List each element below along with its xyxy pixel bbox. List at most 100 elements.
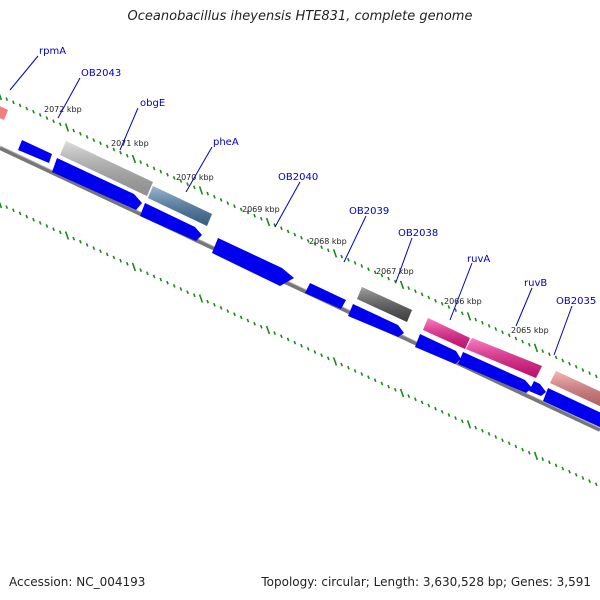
major-tick — [131, 262, 137, 272]
gene-inner-5[interactable] — [458, 352, 532, 393]
gene-OB2040[interactable] — [212, 238, 294, 286]
minor-tick — [226, 201, 230, 205]
gene-label-OB2043[interactable]: OB2043 — [81, 68, 121, 79]
gene-label-ruvB[interactable]: ruvB — [524, 278, 547, 289]
major-tick — [198, 294, 204, 303]
minor-tick — [527, 342, 531, 347]
gene-inner-2[interactable] — [140, 203, 202, 241]
minor-tick — [568, 469, 571, 474]
gene-label-OB2035[interactable]: OB2035 — [556, 296, 596, 307]
minor-tick — [146, 271, 149, 276]
gene-label-OB2040[interactable]: OB2040 — [278, 172, 318, 183]
minor-tick — [414, 397, 417, 402]
minor-tick — [219, 198, 223, 202]
minor-tick — [548, 352, 551, 357]
gene-inner-1[interactable] — [52, 158, 142, 210]
minor-tick — [594, 482, 598, 487]
minor-tick — [12, 208, 15, 213]
minor-tick — [360, 264, 364, 268]
gene-label-obgE[interactable]: obgE — [140, 98, 165, 109]
minor-tick — [541, 349, 545, 353]
minor-tick — [72, 128, 76, 133]
gene-inner-4[interactable] — [415, 334, 461, 364]
minor-tick — [447, 413, 451, 417]
minor-tick — [380, 381, 384, 386]
minor-tick — [340, 254, 344, 259]
gene-inner-6[interactable] — [529, 381, 546, 396]
minor-tick — [58, 230, 62, 235]
gene-labels: rpmA OB2043 obgE pheA OB2040 OB2039 OB20… — [39, 46, 596, 307]
major-tick — [198, 186, 204, 195]
minor-tick — [494, 435, 498, 439]
minor-tick — [18, 103, 22, 108]
minor-tick — [313, 242, 317, 246]
minor-tick — [125, 153, 129, 158]
minor-tick — [172, 176, 176, 180]
gene-label-rpmA[interactable]: rpmA — [39, 46, 66, 57]
minor-tick — [347, 257, 350, 262]
minor-tick — [119, 150, 122, 155]
minor-tick — [313, 350, 317, 354]
major-tick — [64, 123, 70, 132]
minor-tick — [58, 122, 62, 127]
minor-tick — [45, 224, 49, 228]
gene-ruvA-shade — [423, 318, 470, 349]
minor-tick — [481, 320, 484, 325]
minor-tick — [280, 334, 283, 339]
gene-pheA-shade — [148, 186, 212, 226]
minor-tick — [226, 309, 230, 313]
gene-inner-3[interactable] — [348, 304, 404, 337]
minor-tick — [179, 287, 183, 291]
minor-tick — [387, 384, 390, 389]
minor-tick — [5, 205, 9, 209]
minor-tick — [367, 267, 370, 272]
gene-label-OB2039[interactable]: OB2039 — [349, 206, 389, 217]
minor-tick — [273, 331, 277, 335]
minor-tick — [427, 403, 431, 408]
minor-tick — [440, 301, 444, 306]
minor-tick — [507, 333, 511, 338]
minor-tick — [159, 169, 163, 174]
minor-tick — [326, 248, 330, 253]
inner-tick-track — [0, 201, 598, 487]
minor-tick — [306, 347, 310, 351]
gene-OB2039[interactable] — [305, 283, 346, 309]
major-tick — [131, 154, 137, 164]
minor-tick — [286, 229, 290, 234]
gene-inner-7[interactable] — [543, 388, 600, 429]
minor-tick — [447, 305, 451, 309]
minor-tick — [574, 364, 578, 369]
label-leaders — [9, 55, 573, 356]
minor-tick — [474, 425, 478, 430]
minor-tick — [494, 327, 498, 331]
minor-tick — [521, 447, 524, 452]
minor-tick — [460, 419, 464, 424]
minor-tick — [32, 217, 35, 222]
minor-tick — [340, 362, 344, 367]
minor-tick — [85, 243, 89, 247]
minor-tick — [85, 135, 89, 139]
minor-tick — [373, 270, 377, 275]
leader-line — [515, 287, 533, 327]
minor-tick — [159, 277, 163, 282]
minor-tick — [427, 295, 431, 300]
minor-tick — [139, 160, 143, 164]
gene-rpmA[interactable] — [0, 97, 8, 120]
minor-tick — [407, 394, 411, 398]
gene-label-ruvA[interactable]: ruvA — [467, 254, 490, 265]
gene-OB2043[interactable] — [18, 140, 52, 163]
minor-tick — [152, 274, 156, 279]
minor-tick — [387, 276, 390, 281]
minor-tick — [353, 369, 357, 373]
major-tick — [399, 280, 405, 290]
major-tick — [533, 451, 539, 461]
major-tick — [64, 231, 70, 240]
minor-tick — [172, 284, 176, 288]
minor-tick — [367, 375, 370, 380]
leader-line — [449, 262, 473, 321]
minor-tick — [25, 106, 29, 111]
kbp-label: 2066 kbp — [444, 297, 482, 306]
gene-label-pheA[interactable]: pheA — [213, 137, 239, 148]
gene-label-OB2038[interactable]: OB2038 — [398, 228, 438, 239]
minor-tick — [192, 185, 196, 190]
